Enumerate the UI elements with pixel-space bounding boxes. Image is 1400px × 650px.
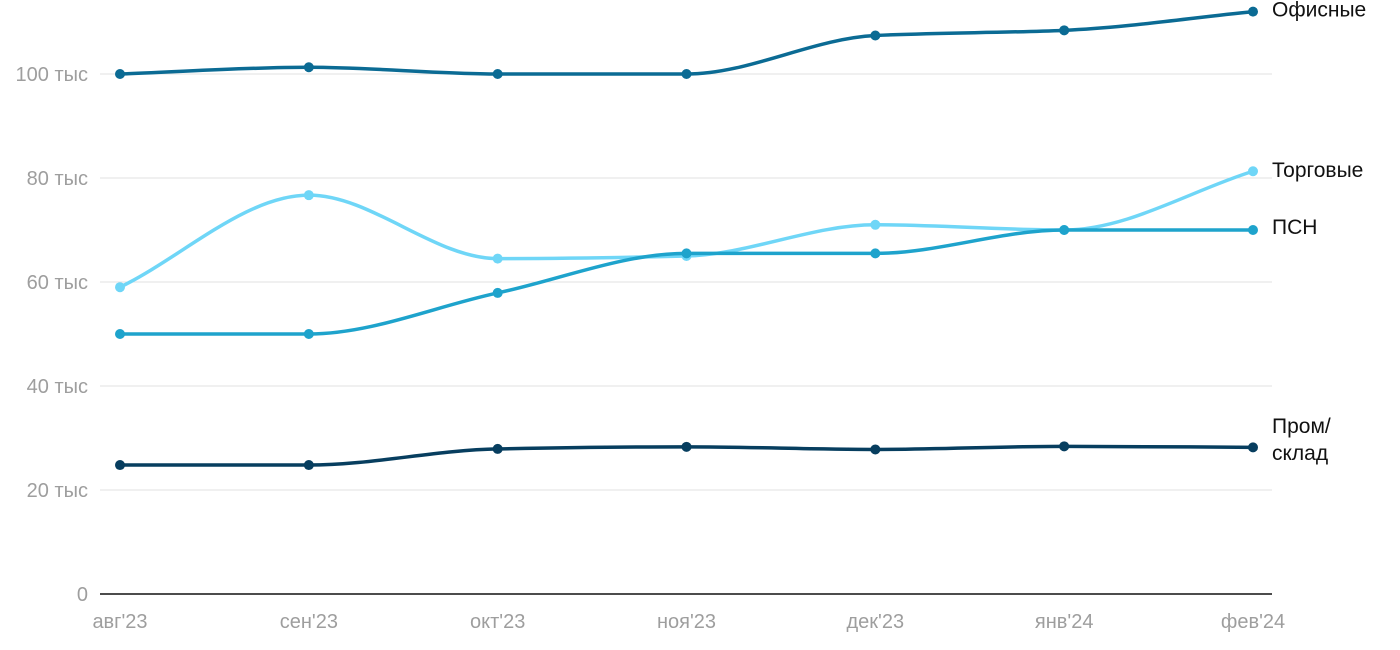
y-tick-label: 0 [77, 584, 88, 606]
data-point-psn [1248, 225, 1258, 235]
series-industrial [115, 441, 1258, 471]
data-point-retail [115, 282, 125, 293]
y-tick-label: 80 тыс [27, 168, 88, 190]
data-point-office [681, 69, 692, 79]
x-axis-tick-labels: авг'23 сен'23 окт'23 ноя'23 дек'23 янв'24 фев'… [92, 611, 1285, 633]
data-point-office [115, 69, 125, 79]
series-psn [115, 225, 1258, 339]
series-office [115, 6, 1258, 79]
data-point-office [303, 62, 314, 73]
x-tick-label: окт'23 [470, 611, 525, 633]
data-point-office [492, 69, 503, 79]
grid-lines [100, 73, 1272, 491]
series-end-labels: Торговые ПСН Офисные Пром/склад [1272, 0, 1366, 465]
data-point-retail [303, 190, 314, 201]
x-tick-label: янв'24 [1035, 611, 1094, 633]
data-point-industrial [115, 460, 125, 471]
y-tick-label: 60 тыс [27, 272, 88, 294]
y-axis-tick-labels: 0 20 тыс 40 тыс 60 тыс 80 тыс 100 тыс [16, 64, 88, 606]
y-tick-label: 100 тыс [16, 64, 88, 86]
data-point-industrial [303, 460, 314, 471]
series-lines [115, 6, 1258, 471]
data-point-psn [870, 248, 881, 259]
series-label-psn: ПСН [1272, 216, 1317, 239]
series-line-office [118, 9, 1255, 76]
series-label-line: ПСН [1272, 216, 1317, 239]
data-point-office [1059, 25, 1070, 36]
x-tick-label: авг'23 [92, 611, 147, 633]
data-point-industrial [681, 441, 692, 452]
series-label-line: склад [1272, 442, 1328, 465]
series-label-industrial: Пром/склад [1272, 415, 1331, 465]
data-point-industrial [870, 444, 881, 455]
data-point-industrial [1248, 442, 1258, 453]
x-tick-label: фев'24 [1221, 611, 1285, 633]
data-point-office [1248, 6, 1258, 17]
series-label-line: Торговые [1272, 159, 1363, 182]
y-tick-label: 20 тыс [27, 480, 88, 502]
x-tick-label: дек'23 [847, 611, 905, 633]
data-point-psn [115, 329, 125, 339]
data-point-industrial [492, 443, 503, 454]
y-tick-label: 40 тыс [27, 376, 88, 398]
data-point-office [870, 30, 881, 41]
data-point-psn [681, 248, 692, 259]
data-point-retail [870, 219, 881, 230]
data-point-retail [1248, 166, 1258, 177]
series-label-retail: Торговые [1272, 159, 1363, 182]
data-point-psn [303, 329, 314, 339]
series-label-line: Офисные [1272, 0, 1366, 22]
data-point-psn [1059, 225, 1070, 235]
x-tick-label: сен'23 [280, 611, 338, 633]
x-tick-label: ноя'23 [657, 611, 716, 633]
data-point-industrial [1059, 441, 1070, 452]
series-label-line: Пром/ [1272, 415, 1331, 438]
data-point-retail [492, 253, 503, 264]
series-label-office: Офисные [1272, 0, 1366, 22]
data-point-psn [492, 287, 503, 298]
